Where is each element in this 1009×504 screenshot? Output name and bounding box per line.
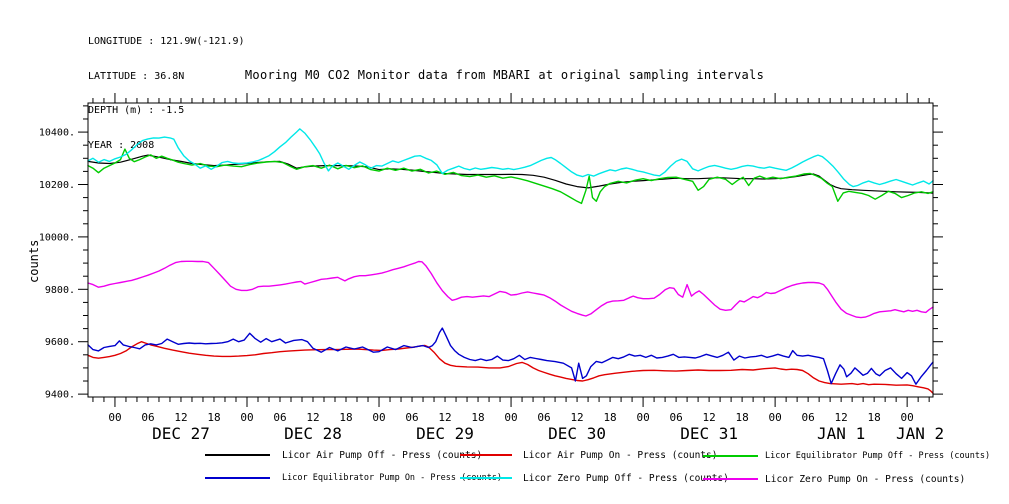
legend-label: Licor Zero Pump Off - Press (counts) <box>523 472 729 484</box>
legend-line-swatch <box>205 454 270 456</box>
metadata-year: YEAR : 2008 <box>88 139 155 151</box>
legend-entry: Licor Equilibrator Pump Off - Press (cou… <box>703 450 990 462</box>
x-axis-day-label: DEC 31 <box>680 424 738 443</box>
x-axis-day-label: DEC 28 <box>284 424 342 443</box>
x-axis-hour-label: 06 <box>405 411 418 424</box>
x-axis-hour-label: 18 <box>735 411 748 424</box>
x-axis-hour-label: 18 <box>207 411 220 424</box>
series-line-licor-air-pump-on <box>87 341 934 394</box>
legend-line-swatch <box>460 454 512 456</box>
x-axis-hour-label: 18 <box>868 411 881 424</box>
x-axis-hour-label: 06 <box>273 411 286 424</box>
x-axis-hour-label: 00 <box>240 411 253 424</box>
y-axis-tick-label: 10000. <box>39 232 75 243</box>
x-axis-day-label: JAN 2 <box>896 424 944 443</box>
x-axis-day-label: DEC 29 <box>416 424 474 443</box>
legend-label: Licor Equilibrator Pump On - Press (coun… <box>282 473 503 483</box>
legend-line-swatch <box>205 477 270 479</box>
series-line-licor-zero-pump-on <box>87 260 934 319</box>
metadata-depth: DEPTH (m) : -1.5 <box>88 105 185 116</box>
x-axis-hour-label: 00 <box>108 411 121 424</box>
series-line-licor-zero-pump-off <box>87 128 934 188</box>
x-axis-hour-label: 06 <box>141 411 154 424</box>
x-axis-hour-label: 06 <box>801 411 814 424</box>
metadata-latitude: LATITUDE : 36.8N <box>88 70 185 82</box>
legend-entry: Licor Air Pump On - Press (counts) <box>460 449 717 461</box>
y-axis-tick-label: 9800. <box>45 285 75 296</box>
series-line-licor-equilibrator-pump-on <box>87 327 934 385</box>
legend-label: Licor Air Pump Off - Press (counts) <box>282 449 483 461</box>
x-axis-hour-label: 00 <box>504 411 517 424</box>
chart-title: Mooring M0 CO2 Monitor data from MBARI a… <box>244 68 765 82</box>
legend-entry: Licor Equilibrator Pump On - Press (coun… <box>205 472 502 484</box>
x-axis-hour-label: 12 <box>835 411 848 424</box>
legend-entry: Licor Air Pump Off - Press (counts) <box>205 449 482 461</box>
metadata-longitude: LONGITUDE : 121.9W(-121.9) <box>88 36 245 47</box>
legend-label: Licor Equilibrator Pump Off - Press (cou… <box>765 451 991 461</box>
metadata-block: LONGITUDE : 121.9W(-121.9) LATITUDE : 36… <box>88 13 245 174</box>
series-line-licor-equilibrator-pump-off <box>87 148 934 205</box>
x-axis-hour-label: 06 <box>669 411 682 424</box>
legend-entry: Licor Zero Pump Off - Press (counts) <box>460 472 729 484</box>
legend-line-swatch <box>703 478 758 480</box>
y-axis-tick-label: 10400. <box>39 128 75 139</box>
x-axis-hour-label: 12 <box>306 411 319 424</box>
legend-label: Licor Zero Pump On - Press (counts) <box>765 473 966 485</box>
x-axis-hour-label: 00 <box>372 411 385 424</box>
legend-entry: Licor Zero Pump On - Press (counts) <box>703 473 965 485</box>
x-axis-day-label: DEC 30 <box>548 424 606 443</box>
series-line-licor-air-pump-off <box>87 154 934 194</box>
x-axis-hour-label: 00 <box>636 411 649 424</box>
plot-frame <box>87 102 934 398</box>
legend-label: Licor Air Pump On - Press (counts) <box>523 449 718 461</box>
legend-line-swatch <box>703 455 758 457</box>
y-axis-tick-label: 9600. <box>45 337 75 348</box>
x-axis-hour-label: 18 <box>603 411 616 424</box>
x-axis-hour-label: 00 <box>901 411 914 424</box>
y-axis-tick-label: 10200. <box>39 180 75 191</box>
x-axis-day-label: DEC 27 <box>152 424 210 443</box>
x-axis-hour-label: 18 <box>339 411 352 424</box>
x-axis-hour-label: 12 <box>570 411 583 424</box>
x-axis-hour-label: 18 <box>471 411 484 424</box>
legend-line-swatch <box>460 477 512 479</box>
x-axis-hour-label: 12 <box>702 411 715 424</box>
x-axis-hour-label: 00 <box>768 411 781 424</box>
x-axis-hour-label: 12 <box>438 411 451 424</box>
x-axis-day-label: JAN 1 <box>817 424 865 443</box>
y-axis-tick-label: 9400. <box>45 390 75 401</box>
x-axis-hour-label: 12 <box>174 411 187 424</box>
x-axis-hour-label: 06 <box>537 411 550 424</box>
